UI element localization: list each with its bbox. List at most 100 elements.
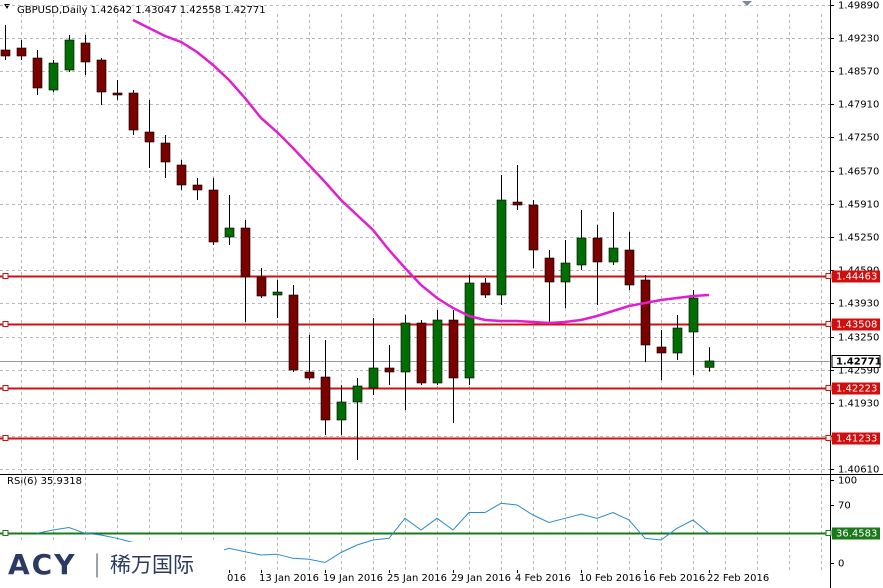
candle-body [384, 367, 395, 373]
x-tick-label: 4 Feb 2016 [515, 573, 571, 584]
candle-body [400, 322, 411, 373]
candle-body [656, 346, 667, 354]
candle-body [624, 249, 635, 286]
level-handle [2, 273, 9, 279]
chart-title: GBPUSD,Daily 1.42642 1.43047 1.42558 1.4… [17, 5, 266, 16]
candle-body [640, 279, 651, 346]
candle-body [704, 360, 715, 368]
level-label: 1.41233 [836, 434, 877, 445]
level-label: 1.42223 [836, 384, 877, 395]
candle-body [48, 62, 59, 91]
rsi-y-tick-label: 100 [838, 476, 857, 487]
level-handle [2, 321, 9, 327]
level-handle [825, 530, 832, 536]
current-price-box [831, 355, 881, 368]
y-tick-label: 1.47910 [838, 100, 879, 111]
x-tick-label: 29 Jan 2016 [451, 573, 511, 584]
level-handle [825, 435, 832, 441]
level-label-box [832, 382, 880, 395]
candle-body [512, 201, 523, 206]
x-tick-label: 016 [227, 573, 246, 584]
candle-body [240, 227, 251, 278]
logo-cn: 稀万国际 [110, 553, 194, 577]
candle-body [208, 189, 219, 243]
level-handle [825, 273, 832, 279]
y-tick-label: 1.45250 [838, 233, 879, 244]
x-tick-label: 16 Feb 2016 [643, 573, 705, 584]
level-label-box [832, 527, 880, 540]
candle-body [672, 327, 683, 354]
candle-body [192, 184, 203, 191]
candle-body [224, 227, 235, 238]
logo-brand: ACY [8, 548, 77, 581]
candle-body [560, 262, 571, 283]
y-tick-label: 1.49890 [838, 1, 879, 12]
logo: ACY | 稀万国际 [0, 542, 224, 588]
level-label: 1.43508 [836, 320, 877, 331]
level-handle [825, 321, 832, 327]
candle-body [464, 282, 475, 379]
level-handle [2, 530, 9, 536]
y-tick-label: 1.42590 [838, 366, 879, 377]
candle-body [304, 371, 315, 379]
candle-body [16, 47, 27, 57]
candle-body [544, 257, 555, 283]
x-tick-label: 22 Feb 2016 [707, 573, 769, 584]
logo-sep: | [93, 550, 101, 578]
candle-body [272, 291, 283, 296]
candle-body [448, 319, 459, 379]
scroll-marker [742, 1, 752, 6]
level-handle [2, 435, 9, 441]
x-tick-label: 13 Jan 2016 [259, 573, 319, 584]
candle-body [176, 164, 187, 186]
y-tick-label: 1.46570 [838, 167, 879, 178]
level-label-box [832, 432, 880, 445]
candle-body [528, 204, 539, 251]
level-label-box [832, 270, 880, 283]
y-tick-label: 1.48570 [838, 67, 879, 78]
level-label: 1.44463 [836, 272, 877, 283]
candle-body [256, 276, 267, 297]
ma-line [132, 18, 710, 325]
candle-body [480, 282, 491, 296]
candle-body [96, 59, 107, 93]
candle-body [0, 49, 11, 57]
rsi-y-tick-label: 0 [838, 559, 844, 570]
y-tick-label: 1.41930 [838, 399, 879, 410]
candle-body [592, 237, 603, 263]
candle-body [496, 199, 507, 296]
candle-body [80, 42, 91, 63]
y-tick-label: 1.43930 [838, 299, 879, 310]
level-label: 36.4583 [836, 529, 877, 540]
candle-body [336, 401, 347, 421]
candle-body [288, 294, 299, 371]
candle-body [160, 142, 171, 163]
rsi-label: RSI(6) 35.9318 [7, 476, 82, 487]
candle-body [64, 39, 75, 71]
candle-body [576, 237, 587, 266]
candle-body [368, 367, 379, 389]
level-handle [825, 385, 832, 391]
current-price-label: 1.42771 [836, 357, 882, 368]
logo-box [0, 542, 224, 588]
candle-body [144, 131, 155, 143]
candle-body [32, 57, 43, 89]
candle-body [320, 376, 331, 421]
rsi-y-tick-label: 70 [838, 501, 851, 512]
y-tick-label: 1.45910 [838, 200, 879, 211]
y-tick-label: 1.43250 [838, 333, 879, 344]
x-tick-label: 10 Feb 2016 [579, 573, 641, 584]
level-handle [2, 385, 9, 391]
x-tick-label: 25 Jan 2016 [387, 573, 447, 584]
candle-body [432, 319, 443, 384]
y-tick-label: 1.49230 [838, 34, 879, 45]
candle-body [112, 92, 123, 96]
y-tick-label: 1.40610 [838, 465, 879, 476]
y-tick-label: 1.47250 [838, 133, 879, 144]
candle-body [688, 297, 699, 333]
candle-body [128, 92, 139, 131]
candle-body [416, 322, 427, 384]
x-tick-label: 19 Jan 2016 [323, 573, 383, 584]
